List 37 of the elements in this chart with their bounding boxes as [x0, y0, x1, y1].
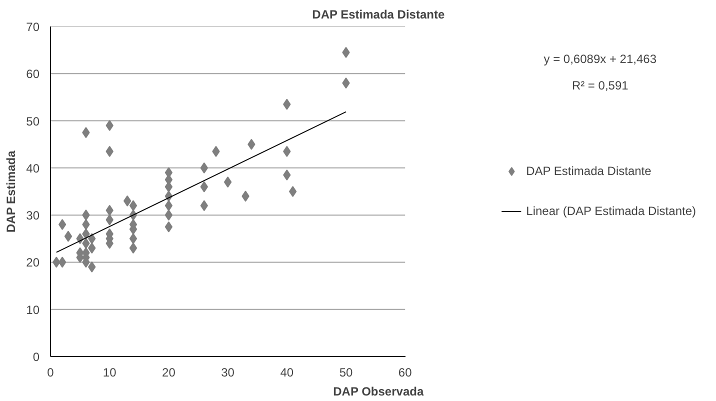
- y-tick-label: 10: [26, 302, 40, 317]
- x-tick-label: 50: [339, 366, 353, 380]
- y-tick-label: 30: [26, 208, 40, 223]
- x-tick-label: 0: [47, 366, 54, 380]
- point: [129, 242, 138, 254]
- point: [164, 200, 173, 212]
- y-tick-label: 20: [26, 256, 40, 270]
- point: [64, 230, 72, 242]
- x-tick-label: 60: [398, 366, 412, 380]
- x-axis-title: DAP Observada: [333, 384, 424, 398]
- text: y = 0,6089x + 21,463: [544, 52, 657, 66]
- x-tick-label: 30: [221, 366, 235, 380]
- legend-label: Linear (DAP Estimada Distante): [526, 204, 696, 218]
- chart-title: DAP Estimada Distante: [312, 8, 445, 22]
- point: [129, 233, 138, 244]
- point: [164, 221, 173, 232]
- point: [283, 170, 291, 180]
- y-tick-label: 50: [26, 114, 40, 128]
- y-tick-label: 60: [26, 67, 40, 82]
- point: [123, 195, 132, 206]
- point: [106, 120, 114, 131]
- y-tick-label: 70: [26, 20, 40, 34]
- y-axis-title: DAP Estimada: [4, 150, 18, 233]
- y-tick-label: 0: [32, 350, 40, 364]
- legend-label: DAP Estimada Distante: [526, 164, 652, 178]
- point: [58, 256, 66, 268]
- text: R² = 0,591: [572, 78, 629, 92]
- point: [288, 186, 297, 197]
- point: [129, 200, 138, 212]
- x-tick-label: 40: [280, 366, 294, 380]
- x-tick-label: 10: [102, 366, 117, 380]
- point: [82, 219, 90, 230]
- point: [164, 210, 173, 221]
- x-tick-label: 20: [162, 366, 176, 380]
- point: [224, 176, 232, 188]
- y-tick-label: 40: [26, 161, 40, 176]
- point: [58, 219, 66, 230]
